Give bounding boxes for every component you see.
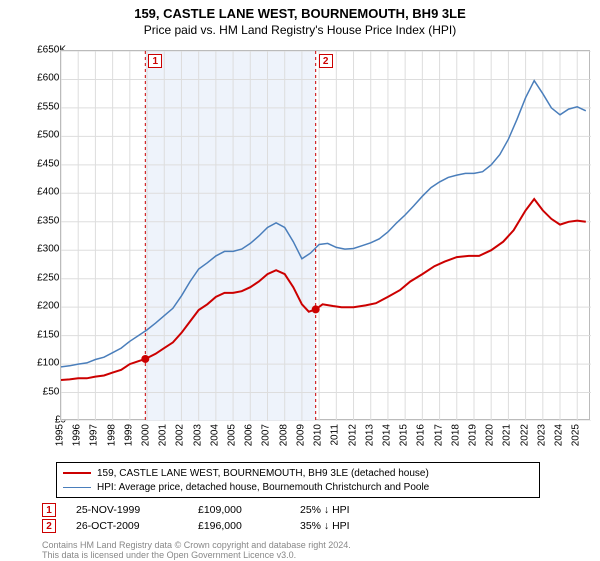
x-axis-tick: 1996 xyxy=(72,424,83,454)
sale-date-2: 26-OCT-2009 xyxy=(76,520,186,532)
chart-title: 159, CASTLE LANE WEST, BOURNEMOUTH, BH9 … xyxy=(0,0,600,38)
x-axis-tick: 2010 xyxy=(313,424,324,454)
legend-label-price-paid: 159, CASTLE LANE WEST, BOURNEMOUTH, BH9 … xyxy=(97,468,429,479)
x-axis-tick: 2002 xyxy=(175,424,186,454)
sale-date-1: 25-NOV-1999 xyxy=(76,504,186,516)
x-axis-tick: 2015 xyxy=(399,424,410,454)
footer-licence: Contains HM Land Registry data © Crown c… xyxy=(42,540,351,561)
y-axis-tick: £500K xyxy=(16,130,66,141)
chart-svg xyxy=(61,51,591,421)
legend-label-hpi: HPI: Average price, detached house, Bour… xyxy=(97,482,429,493)
y-axis-tick: £150K xyxy=(16,329,66,340)
sale-price-2: £196,000 xyxy=(198,520,288,532)
x-axis-tick: 2017 xyxy=(433,424,444,454)
sales-list: 1 25-NOV-1999 £109,000 25% ↓ HPI 2 26-OC… xyxy=(42,502,390,534)
legend-swatch-hpi xyxy=(63,487,91,488)
x-axis-tick: 2012 xyxy=(347,424,358,454)
x-axis-tick: 2011 xyxy=(330,424,341,454)
x-axis-tick: 2018 xyxy=(450,424,461,454)
y-axis-tick: £450K xyxy=(16,158,66,169)
x-axis-tick: 2000 xyxy=(141,424,152,454)
x-axis-tick: 2021 xyxy=(502,424,513,454)
x-axis-tick: 2001 xyxy=(158,424,169,454)
x-axis-tick: 1995 xyxy=(55,424,66,454)
title-address: 159, CASTLE LANE WEST, BOURNEMOUTH, BH9 … xyxy=(0,6,600,23)
legend-swatch-price-paid xyxy=(63,472,91,474)
y-axis-tick: £600K xyxy=(16,73,66,84)
y-axis-tick: £350K xyxy=(16,215,66,226)
x-axis-tick: 2022 xyxy=(519,424,530,454)
title-subtitle: Price paid vs. HM Land Registry's House … xyxy=(0,23,600,39)
x-axis-tick: 2013 xyxy=(364,424,375,454)
y-axis-tick: £300K xyxy=(16,244,66,255)
legend-item-price-paid: 159, CASTLE LANE WEST, BOURNEMOUTH, BH9 … xyxy=(63,466,533,480)
y-axis-tick: £50K xyxy=(16,386,66,397)
x-axis-tick: 2025 xyxy=(571,424,582,454)
sale-marker-1: 1 xyxy=(42,503,56,517)
sale-marker-2: 2 xyxy=(42,519,56,533)
sale-delta-2: 35% ↓ HPI xyxy=(300,520,390,532)
sale-row-1: 1 25-NOV-1999 £109,000 25% ↓ HPI xyxy=(42,502,390,518)
sale-delta-1: 25% ↓ HPI xyxy=(300,504,390,516)
x-axis-tick: 1997 xyxy=(89,424,100,454)
x-axis-tick: 2006 xyxy=(244,424,255,454)
x-axis-tick: 2009 xyxy=(295,424,306,454)
y-axis-tick: £550K xyxy=(16,101,66,112)
x-axis-tick: 2014 xyxy=(381,424,392,454)
y-axis-tick: £400K xyxy=(16,187,66,198)
x-axis-tick: 2007 xyxy=(261,424,272,454)
x-axis-tick: 2016 xyxy=(416,424,427,454)
x-axis-tick: 2005 xyxy=(227,424,238,454)
x-axis-tick: 2004 xyxy=(209,424,220,454)
legend-item-hpi: HPI: Average price, detached house, Bour… xyxy=(63,480,533,494)
sale-row-2: 2 26-OCT-2009 £196,000 35% ↓ HPI xyxy=(42,518,390,534)
x-axis-tick: 2008 xyxy=(278,424,289,454)
y-axis-tick: £250K xyxy=(16,272,66,283)
y-axis-tick: £100K xyxy=(16,358,66,369)
x-axis-tick: 2023 xyxy=(536,424,547,454)
x-axis-tick: 2003 xyxy=(192,424,203,454)
y-axis-tick: £200K xyxy=(16,301,66,312)
chart-plot-area xyxy=(60,50,590,420)
legend: 159, CASTLE LANE WEST, BOURNEMOUTH, BH9 … xyxy=(56,462,540,498)
x-axis-tick: 2024 xyxy=(554,424,565,454)
x-axis-tick: 2019 xyxy=(467,424,478,454)
chart-marker-2: 2 xyxy=(319,54,333,68)
sale-price-1: £109,000 xyxy=(198,504,288,516)
x-axis-tick: 2020 xyxy=(485,424,496,454)
chart-marker-1: 1 xyxy=(148,54,162,68)
y-axis-tick: £650K xyxy=(16,45,66,56)
x-axis-tick: 1999 xyxy=(123,424,134,454)
x-axis-tick: 1998 xyxy=(106,424,117,454)
